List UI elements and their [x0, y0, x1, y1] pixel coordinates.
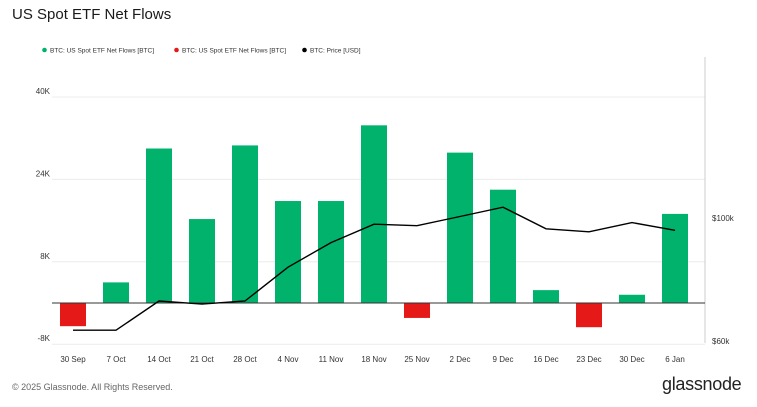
legend-label-2: BTC: Price [USD] [310, 47, 361, 54]
x-tick-label: 2 Dec [450, 355, 471, 364]
x-tick-label: 28 Oct [233, 355, 257, 364]
legend-marker-2 [302, 47, 307, 53]
x-tick-label: 16 Dec [533, 355, 558, 364]
bar-7 [361, 125, 387, 303]
bar-9 [447, 152, 473, 303]
x-tick-label: 30 Sep [60, 355, 86, 364]
price-line [73, 206, 676, 331]
bar-1 [103, 282, 129, 303]
x-tick-label: 30 Dec [619, 355, 644, 364]
x-tick-label: 14 Oct [147, 355, 171, 364]
bar-3 [189, 219, 215, 303]
chart-title: US Spot ETF Net Flows [12, 6, 172, 23]
legend-marker-1 [174, 47, 179, 53]
right-tick-label: $100k [712, 214, 735, 223]
x-tick-label: 11 Nov [319, 355, 344, 364]
right-tick-label: $60k [712, 337, 730, 346]
bar-11 [533, 290, 559, 303]
copyright-text: © 2025 Glassnode. All Rights Reserved. [12, 382, 173, 392]
bar-13 [619, 294, 645, 303]
left-tick-label: 40K [36, 87, 51, 96]
left-tick-label: 8K [40, 252, 50, 261]
legend-marker-0 [42, 47, 47, 53]
x-tick-label: 6 Jan [665, 355, 685, 364]
brand-logo: glassnode [662, 374, 742, 394]
x-tick-label: 18 Nov [361, 355, 386, 364]
bar-12 [576, 303, 602, 328]
legend-label-0: BTC: US Spot ETF Net Flows [BTC] [50, 47, 154, 54]
bar-series [60, 125, 688, 328]
bar-6 [318, 201, 344, 303]
x-tick-label: 9 Dec [493, 355, 514, 364]
bar-4 [232, 145, 258, 303]
bar-8 [404, 303, 430, 318]
bar-5 [275, 201, 301, 303]
x-tick-label: 21 Oct [190, 355, 214, 364]
bar-2 [146, 148, 172, 303]
left-axis: -8K 8K 24K 40K [36, 87, 51, 343]
bar-0 [60, 303, 86, 327]
x-tick-label: 4 Nov [278, 355, 299, 364]
x-tick-label: 25 Nov [404, 355, 429, 364]
x-tick-label: 23 Dec [576, 355, 601, 364]
x-axis: 30 Sep 7 Oct 14 Oct 21 Oct 28 Oct 4 Nov 11 Nov… [60, 355, 684, 364]
left-tick-label: -8K [38, 334, 51, 343]
x-tick-label: 7 Oct [106, 355, 126, 364]
right-axis: $60k $100k [704, 57, 735, 346]
left-tick-label: 24K [36, 169, 51, 178]
legend-label-1: BTC: US Spot ETF Net Flows [BTC] [182, 47, 286, 54]
price-series [73, 206, 676, 331]
bar-14 [662, 213, 688, 303]
legend: BTC: US Spot ETF Net Flows [BTC] BTC: US … [42, 47, 361, 54]
